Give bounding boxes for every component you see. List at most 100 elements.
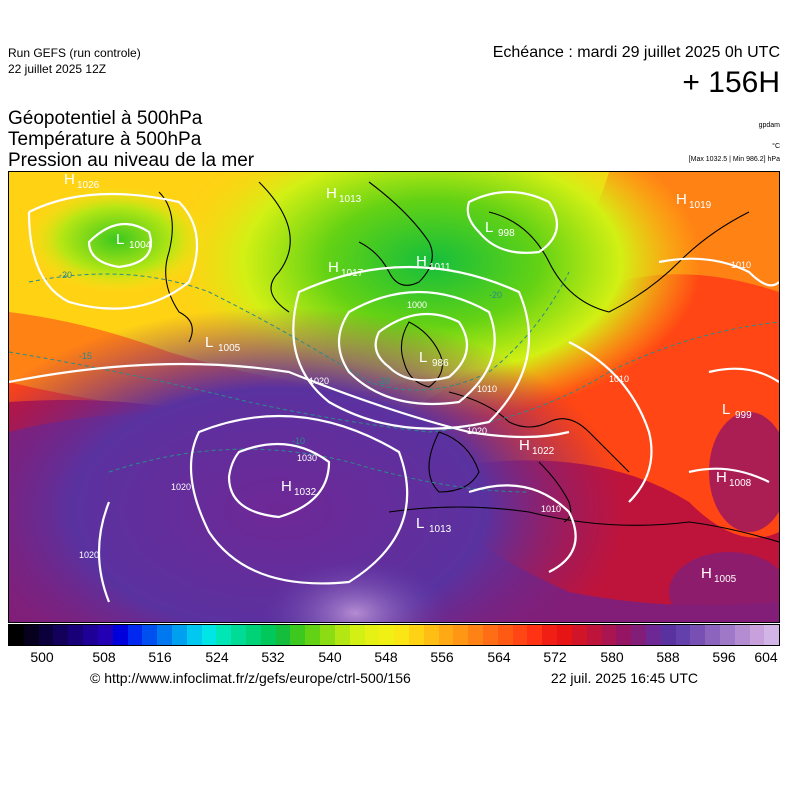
- color-swatch: [171, 625, 187, 645]
- color-swatch: [127, 625, 143, 645]
- color-swatch: [23, 625, 39, 645]
- center-type: L: [116, 231, 124, 248]
- temperature-label: -20: [59, 270, 72, 280]
- isoline-minus20: [28, 271, 570, 391]
- center-type: H: [64, 172, 75, 188]
- color-swatch: [438, 625, 454, 645]
- color-scale-ticks: 500 508 516 524 532 540 548 556 564 572 …: [8, 649, 780, 667]
- center-type: H: [716, 469, 727, 486]
- color-swatch: [468, 625, 483, 645]
- field-lightpurple: [9, 172, 779, 622]
- forecast-valid-time: Echéance : mardi 29 juillet 2025 0h UTC: [492, 44, 780, 61]
- color-swatch: [275, 625, 291, 645]
- center-value: 986: [432, 358, 449, 369]
- center-type: H: [676, 191, 687, 208]
- title-geopotential: Géopotentiel à 500hPa: [8, 108, 203, 129]
- temperature-labels: -20 -20 -20 -10 -15: [59, 270, 502, 446]
- isobar-1020-mid: [8, 362, 570, 439]
- color-swatch: [260, 625, 276, 645]
- isobar-1000: [338, 291, 496, 406]
- color-swatch: [290, 625, 306, 645]
- generation-timestamp: 22 juil. 2025 16:45 UTC: [550, 670, 698, 686]
- pressure-centers: H 1026 L 1004 H 1013 L 998 H 1019 H 1017 H 1011…: [64, 171, 752, 585]
- coast-scandinavia: [488, 211, 750, 313]
- color-swatch: [305, 625, 321, 645]
- coast-greenland: [158, 191, 193, 343]
- isoline-minus10: [108, 448, 530, 493]
- isobar-1010-center: [292, 265, 531, 430]
- isobar-998: [466, 190, 559, 254]
- isobar-label: 1020: [467, 426, 487, 436]
- center-value: 1013: [339, 194, 362, 205]
- isobar-label: 1010: [731, 260, 751, 270]
- center-type: H: [519, 437, 530, 454]
- isobar-label: 1020: [171, 482, 191, 492]
- color-swatch: [690, 625, 706, 645]
- center-type: H: [701, 565, 712, 582]
- center-value: 999: [735, 410, 752, 421]
- center-type: L: [419, 349, 427, 366]
- isobar-1010-med: [468, 484, 577, 573]
- scale-tick: 580: [600, 649, 624, 665]
- isobar-1020-south: [189, 414, 409, 585]
- temperature-label: -10: [292, 436, 305, 446]
- center-type: H: [326, 185, 337, 202]
- pressure-center: L 999: [722, 401, 752, 421]
- coast-italy: [538, 461, 572, 523]
- isobar-label: 1030: [297, 453, 317, 463]
- scale-tick: 548: [374, 649, 398, 665]
- isobar-1030: [227, 442, 331, 519]
- color-swatch: [112, 625, 128, 645]
- lead-time: + 156H: [682, 66, 780, 99]
- coast-norway: [358, 181, 433, 286]
- isobar-low-west: [87, 222, 152, 269]
- isobar-label: 1010: [609, 374, 629, 384]
- center-value: 1011: [429, 262, 451, 273]
- color-swatch: [201, 625, 217, 645]
- isobar-label: 1020: [79, 550, 99, 560]
- isobar-east-low: [708, 367, 780, 383]
- color-swatch: [631, 625, 646, 645]
- color-swatch: [334, 625, 350, 645]
- color-swatch: [571, 625, 587, 645]
- color-swatch: [142, 625, 158, 645]
- temperature-label: -20: [377, 376, 390, 386]
- isobar-labels: 1030 1020 1020 1020 1010 1010 1010 1000 …: [79, 260, 751, 560]
- scale-tick: 588: [656, 649, 680, 665]
- pressure-center: L 998: [485, 219, 515, 239]
- title-temperature: Température à 500hPa: [8, 129, 202, 150]
- unit-gpdam: gpdam: [758, 122, 780, 129]
- color-swatch: [246, 625, 261, 645]
- pressure-center: H 1013: [326, 185, 362, 205]
- pressure-center: H 1011: [416, 253, 451, 273]
- color-swatch: [157, 625, 172, 645]
- color-swatch: [394, 625, 409, 645]
- pressure-minmax: [Max 1032.5 | Min 986.2] hPa: [688, 156, 780, 163]
- scale-tick: 596: [712, 649, 736, 665]
- color-swatch: [83, 625, 98, 645]
- center-value: 1022: [532, 446, 555, 457]
- color-swatch: [645, 625, 661, 645]
- color-swatch: [512, 625, 528, 645]
- color-swatch: [705, 625, 720, 645]
- coast-iceland: [258, 181, 291, 313]
- isobar-1010-northeast: [658, 257, 780, 287]
- isobar-1010-west: [27, 192, 199, 310]
- center-value: 998: [498, 228, 515, 239]
- center-value: 1005: [218, 343, 241, 354]
- pressure-center: H 1032: [281, 478, 317, 498]
- pressure-center: L 1005: [205, 334, 241, 354]
- source-credit: © http://www.infoclimat.fr/z/gefs/europe…: [90, 670, 411, 686]
- pressure-center: H 1008: [716, 469, 752, 489]
- scale-tick: 532: [261, 649, 285, 665]
- scale-tick: 500: [30, 649, 54, 665]
- isobar-label: 1000: [407, 300, 427, 310]
- isoline-minus15: [8, 321, 780, 433]
- isobar-label: 1010: [477, 384, 497, 394]
- color-swatch: [557, 625, 572, 645]
- color-swatch: [542, 625, 558, 645]
- isobars: [8, 190, 780, 603]
- pressure-center: H 1017: [328, 259, 364, 279]
- color-swatch: [601, 625, 617, 645]
- pressure-center: H 1026: [64, 171, 100, 191]
